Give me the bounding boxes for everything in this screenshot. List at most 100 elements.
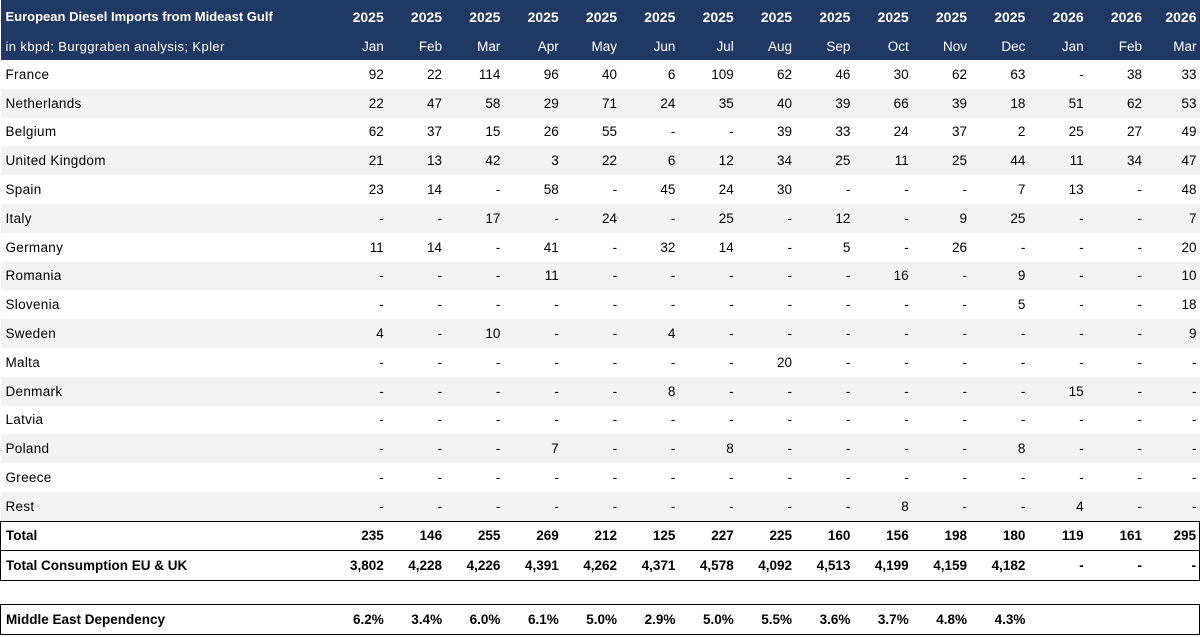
country-row-value: - [379,412,384,428]
consumption-row-value: 4,262 [561,550,621,581]
country-row-value: - [561,491,621,522]
country-row-value: 46 [835,66,851,82]
total-row-value: 225 [736,520,796,551]
country-row-label: Germany [5,239,64,255]
country-row: Sweden 4-10- -4- - - - - - - -9 [0,319,1200,348]
country-row-value: - [845,412,851,428]
header-months-row-value: Nov [911,33,971,60]
dependency-row-value: 4.3% [970,604,1029,635]
country-row-value: - [386,319,446,348]
country-row: United Kingdom 21 13 42 3 22 6 12 34 25 11 25 44 11 34… [0,146,1200,176]
country-row: Latvia - - - - - - - - - - - - - - - [1,406,1200,435]
country-row-value: - [911,491,971,522]
country-row-value: 6 [667,66,676,82]
country-row-value: 16 [853,261,912,291]
country-row-value: - [904,297,909,313]
country-row-value: 14 [427,239,443,255]
total-row-value: 125 [620,520,679,551]
country-row-value: 20 [1181,239,1197,255]
country-row-value: - [503,376,562,406]
dependency-row-value: 6.2% [332,604,387,635]
country-row-value: - [1020,470,1026,486]
country-row-value: 25 [970,203,1029,233]
country-row: Romania - - -11- - - - -16-9- -10 [0,261,1200,291]
country-row-label: Rest [0,491,333,522]
country-row-value: 62 [952,66,968,82]
country-row-value: - [554,297,559,313]
country-row-value: 22 [427,66,443,82]
header-months-row-value: Jan [332,33,387,60]
consumption-row-value: - [1145,550,1200,581]
country-row-value: - [1028,434,1087,464]
consumption-row-value: 4,226 [445,550,504,581]
country-row: Slovenia - - - - - - - - - - - 5 - - 18 [1,290,1200,319]
header-months-row-value: Jun [620,33,679,60]
header-years-row-value: 2025 [678,0,737,33]
total-row-value: 235 [332,520,387,551]
country-row-value: 24 [718,182,734,198]
country-row-value: - [554,470,559,486]
header-years-row-value: 2025 [970,0,1029,33]
country-row-value: - [1137,470,1143,486]
header-months-row-value: Aug [736,33,796,60]
consumption-row-value: 4,199 [853,550,912,581]
country-row-value: - [670,470,676,486]
dependency-row-value: 3.4% [386,604,446,635]
country-row-label: Romania [0,261,333,291]
country-row-value: - [332,261,387,291]
country-row-value: - [845,470,851,486]
header-months-row-value: Feb [1086,33,1146,60]
country-row-value: - [445,491,504,522]
header-years-row-value: 2025 [853,0,912,33]
total-row-value: 269 [503,520,562,551]
country-row-value: - [729,297,734,313]
dependency-row-value: 5.0% [678,604,737,635]
country-row-value: - [561,376,621,406]
country-row-value: - [787,239,793,255]
country-row-value: - [332,434,387,464]
consumption-row-value: 4,092 [736,550,796,581]
country-row-value: 35 [678,88,737,118]
country-row: Germany 11 14 - 41 - 32 14 - 5 - 26 - - - 20 [1,233,1200,262]
country-row-label: Denmark [0,376,333,406]
country-row-value: 24 [893,124,909,140]
total-row-value: 146 [386,520,446,551]
dependency-row-value [1028,604,1087,635]
total-row-value: 255 [445,520,504,551]
country-row-value: - [787,412,793,428]
country-row-value: - [904,354,909,370]
country-row-value: - [386,491,446,522]
country-row-value: - [437,297,443,313]
country-row-value: 29 [503,88,562,118]
country-row-value: 40 [736,88,796,118]
country-row-value: - [911,261,971,291]
country-row-value: - [332,203,387,233]
dependency-row-value: 3.6% [795,604,854,635]
country-row-value: - [1192,470,1197,486]
total-row-label: Total [0,520,333,551]
country-row-value: 7 [503,434,562,464]
country-row-value: 8 [853,491,912,522]
country-row-value: 7 [1017,182,1026,198]
country-row-value: 22 [561,146,621,176]
country-row-value: - [729,412,734,428]
country-row-value: - [729,124,734,140]
country-row-value: 11 [503,261,562,291]
header-years-row-value: 2025 [386,0,446,33]
country-row-value: 49 [1181,124,1197,140]
country-row-value: - [1192,412,1197,428]
country-row-value: 25 [1068,124,1084,140]
country-row-value: - [795,434,854,464]
country-row-value: - [1079,470,1084,486]
country-row-value: - [612,412,618,428]
country-row-value: - [1145,376,1200,406]
country-row-value: 42 [445,146,504,176]
country-row-value: 4 [1028,491,1087,522]
country-row-value: 92 [368,66,384,82]
country-row-value: - [911,434,971,464]
dependency-row-value: 5.0% [561,604,621,635]
country-row-value: 2 [1017,124,1026,140]
header-months-row-value: Oct [853,33,912,60]
country-row-value: - [904,412,909,428]
country-row-value: 3 [503,146,562,176]
